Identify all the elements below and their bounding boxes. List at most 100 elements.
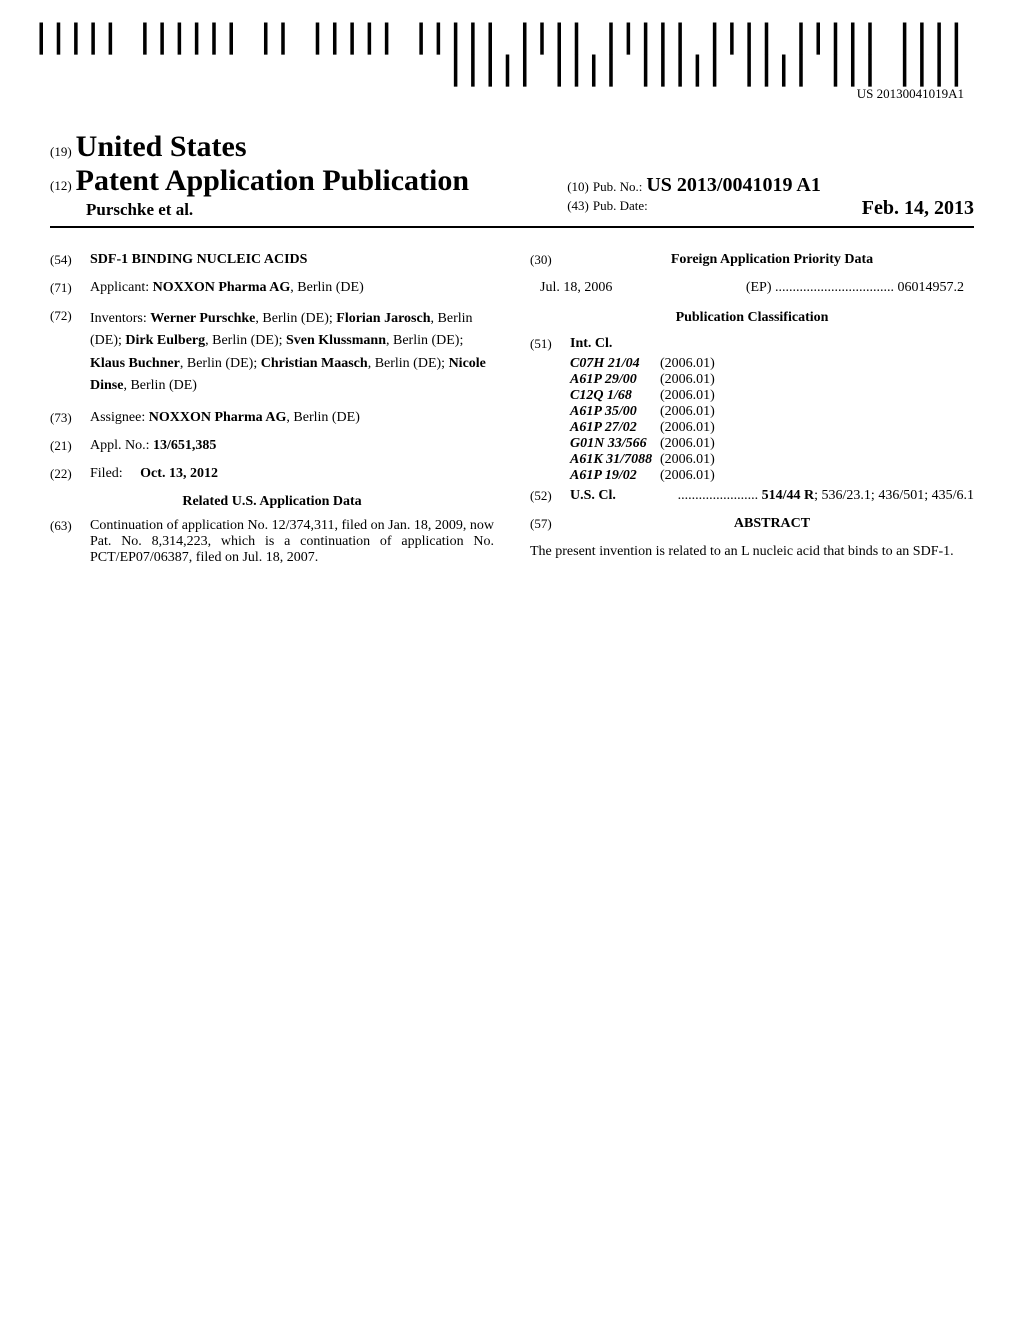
code-22: (22) (50, 466, 90, 482)
left-column: (54) SDF-1 BINDING NUCLEIC ACIDS (71) Ap… (50, 252, 494, 578)
field-51: (51) Int. Cl. (530, 336, 974, 352)
barcode-block: ||||| |||||| || ||||| ||||| |||| ||||| |… (0, 20, 964, 102)
pubclass-head: Publication Classification (530, 310, 974, 326)
priority-row: Jul. 18, 2006 (EP) .....................… (530, 280, 974, 296)
ipc-code: A61P 27/02 (530, 420, 660, 436)
applno-label: Appl. No.: (90, 438, 150, 453)
uscl-label: U.S. Cl. (570, 488, 616, 504)
ipc-list: C07H 21/04(2006.01) A61P 29/00(2006.01) … (530, 356, 974, 484)
pub-no: US 2013/0041019 A1 (646, 174, 820, 196)
applno-line: Appl. No.: 13/651,385 (90, 438, 494, 454)
field-71: (71) Applicant: NOXXON Pharma AG, Berlin… (50, 280, 494, 296)
field-30: (30) Foreign Application Priority Data (530, 252, 974, 268)
ipc-date: (2006.01) (660, 452, 715, 468)
ipc-date: (2006.01) (660, 388, 715, 404)
priority-cc: (EP) (746, 280, 772, 295)
country: United States (76, 130, 247, 163)
inv-5: Klaus Buchner (90, 356, 180, 371)
assignee-line: Assignee: NOXXON Pharma AG, Berlin (DE) (90, 410, 494, 426)
inv-3-loc: , Berlin (DE); (205, 333, 286, 348)
assignee-name: NOXXON Pharma AG (149, 410, 287, 425)
code-43: (43) (567, 198, 589, 213)
applicant-line: Applicant: NOXXON Pharma AG, Berlin (DE) (90, 280, 494, 296)
ipc-code: A61P 35/00 (530, 404, 660, 420)
inv-1-loc: , Berlin (DE); (255, 311, 336, 326)
publication-kind: Patent Application Publication (76, 164, 469, 197)
header: (19) United States (12) Patent Applicati… (50, 130, 974, 220)
inv-4-loc: , Berlin (DE); (386, 333, 463, 348)
applno: 13/651,385 (153, 438, 216, 453)
uscl-rest: ; 536/23.1; 436/501; 435/6.1 (814, 488, 974, 503)
abstract-label: ABSTRACT (570, 516, 974, 532)
ipc-code: C07H 21/04 (530, 356, 660, 372)
priority-dots: .................................. (775, 280, 894, 295)
barcode-graphic: ||||| |||||| || ||||| ||||| |||| ||||| |… (0, 20, 964, 84)
code-51: (51) (530, 336, 570, 352)
filed-line: Filed: Oct. 13, 2012 (90, 466, 494, 482)
intcl-label: Int. Cl. (570, 336, 974, 352)
ipc-date: (2006.01) (660, 404, 715, 420)
field-72: (72) Inventors: Werner Purschke, Berlin … (50, 308, 494, 398)
assignee-label: Assignee: (90, 410, 145, 425)
applicant-name: NOXXON Pharma AG (153, 280, 291, 295)
header-right: (10) Pub. No.: US 2013/0041019 A1 (43) P… (547, 174, 974, 220)
priority-num: 06014957.2 (898, 280, 965, 295)
ipc-date: (2006.01) (660, 436, 715, 452)
field-63: (63) Continuation of application No. 12/… (50, 518, 494, 566)
field-52: (52) U.S. Cl. ....................... 51… (530, 488, 974, 504)
related-text: Continuation of application No. 12/374,3… (90, 518, 494, 566)
ipc-row: A61K 31/7088(2006.01) (530, 452, 974, 468)
filed-label: Filed: (90, 466, 123, 481)
code-21: (21) (50, 438, 90, 454)
ipc-code: G01N 33/566 (530, 436, 660, 452)
foreign-priority-label: Foreign Application Priority Data (570, 252, 974, 268)
code-63: (63) (50, 518, 90, 566)
code-19: (19) (50, 144, 72, 159)
code-73: (73) (50, 410, 90, 426)
ipc-row: A61P 35/00(2006.01) (530, 404, 974, 420)
inventors-label: Inventors: (90, 311, 147, 326)
divider (50, 226, 974, 228)
field-73: (73) Assignee: NOXXON Pharma AG, Berlin … (50, 410, 494, 426)
field-57: (57) ABSTRACT (530, 516, 974, 532)
body: (54) SDF-1 BINDING NUCLEIC ACIDS (71) Ap… (50, 252, 974, 578)
header-left: (19) United States (12) Patent Applicati… (50, 130, 547, 220)
ipc-row: C07H 21/04(2006.01) (530, 356, 974, 372)
filed-date: Oct. 13, 2012 (140, 466, 218, 481)
inv-6: Christian Maasch (261, 356, 368, 371)
code-54: (54) (50, 252, 90, 268)
inv-5-loc: , Berlin (DE); (180, 356, 261, 371)
right-column: (30) Foreign Application Priority Data J… (530, 252, 974, 578)
pubno-label: Pub. No.: (593, 179, 642, 194)
inv-6-loc: , Berlin (DE); (368, 356, 449, 371)
ipc-code: C12Q 1/68 (530, 388, 660, 404)
inventors-block: Inventors: Werner Purschke, Berlin (DE);… (90, 308, 494, 398)
ipc-date: (2006.01) (660, 420, 715, 436)
code-10: (10) (567, 179, 589, 194)
title: SDF-1 BINDING NUCLEIC ACIDS (90, 252, 494, 268)
pub-date: Feb. 14, 2013 (862, 197, 974, 220)
inv-7-loc: , Berlin (DE) (123, 378, 196, 393)
code-57: (57) (530, 516, 570, 532)
ipc-code: A61P 19/02 (530, 468, 660, 484)
abstract-text: The present invention is related to an L… (530, 544, 974, 560)
inv-4: Sven Klussmann (286, 333, 386, 348)
ipc-row: A61P 27/02(2006.01) (530, 420, 974, 436)
applicant-loc: , Berlin (DE) (290, 280, 363, 295)
ipc-date: (2006.01) (660, 468, 715, 484)
uscl-dots: ....................... (678, 488, 762, 503)
pubdate-label: Pub. Date: (593, 198, 648, 213)
inv-1: Werner Purschke (150, 311, 255, 326)
uscl-line: U.S. Cl. ....................... 514/44 … (570, 488, 974, 504)
ipc-date: (2006.01) (660, 372, 715, 388)
related-head: Related U.S. Application Data (50, 494, 494, 510)
priority-date: Jul. 18, 2006 (540, 280, 612, 296)
assignee-loc: , Berlin (DE) (286, 410, 359, 425)
code-72: (72) (50, 308, 90, 398)
inv-2: Florian Jarosch (336, 311, 430, 326)
field-54: (54) SDF-1 BINDING NUCLEIC ACIDS (50, 252, 494, 268)
barcode-text: US 20130041019A1 (0, 86, 964, 102)
inv-3: Dirk Eulberg (125, 333, 205, 348)
authors: Purschke et al. (50, 200, 547, 220)
uscl-main: 514/44 R (762, 488, 815, 503)
